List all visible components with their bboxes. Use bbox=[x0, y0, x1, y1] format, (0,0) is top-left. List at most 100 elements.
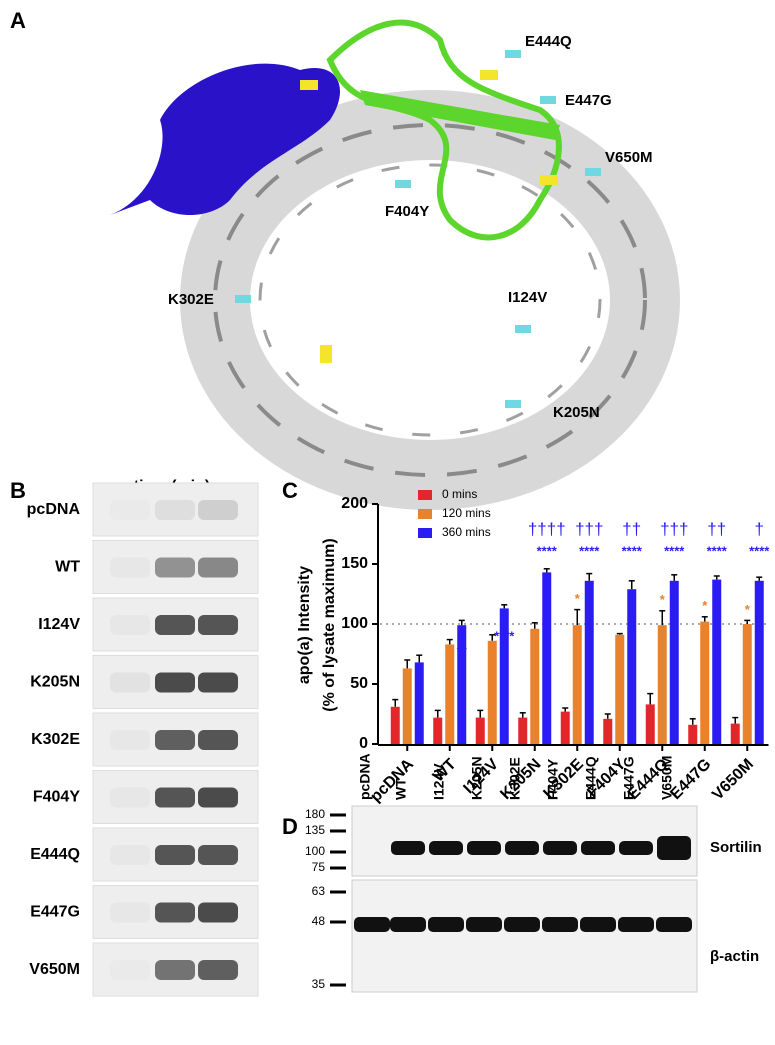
bar bbox=[475, 717, 485, 744]
propeller-blades bbox=[213, 123, 647, 477]
y-axis-label: apo(a) Intensity bbox=[296, 566, 313, 684]
significance-star: ** bbox=[457, 643, 468, 658]
gel-band bbox=[155, 615, 195, 635]
lane-label: WT bbox=[393, 778, 409, 800]
legend-label: 120 mins bbox=[442, 506, 491, 520]
significance-star: **** bbox=[749, 543, 770, 558]
green-domain bbox=[326, 19, 562, 241]
bar bbox=[445, 644, 455, 744]
row-label: pcDNA bbox=[27, 501, 81, 518]
gel-band bbox=[110, 845, 150, 865]
bar bbox=[457, 625, 467, 744]
mutation-label: E447G bbox=[565, 92, 612, 109]
significance-star: * bbox=[702, 598, 708, 613]
marker-label: 35 bbox=[312, 977, 326, 991]
significance-dagger: †† bbox=[622, 519, 641, 538]
lane-label: V650M bbox=[659, 756, 675, 800]
marker-label: 63 bbox=[312, 884, 326, 898]
gel-band bbox=[155, 902, 195, 923]
gel-band bbox=[155, 672, 195, 693]
gel-band bbox=[155, 500, 195, 520]
bar bbox=[615, 634, 625, 744]
sortilin-band bbox=[619, 841, 653, 855]
bar bbox=[542, 572, 552, 744]
bar bbox=[669, 580, 679, 744]
lane-label: K302E bbox=[507, 757, 523, 800]
actin-band bbox=[354, 917, 390, 932]
actin-band bbox=[656, 917, 692, 932]
sortilin-band bbox=[429, 841, 463, 855]
y-tick-label: 200 bbox=[341, 495, 368, 512]
bar bbox=[487, 640, 497, 744]
disulfide bbox=[480, 70, 498, 80]
significance-star: * bbox=[660, 592, 666, 607]
disulfide bbox=[320, 345, 332, 363]
gel-band bbox=[198, 845, 238, 865]
actin-band bbox=[504, 917, 540, 932]
gel-band bbox=[110, 558, 150, 578]
site bbox=[395, 180, 411, 188]
lane-label: pcDNA bbox=[357, 753, 373, 800]
gel-band bbox=[155, 960, 195, 980]
mutation-label: K205N bbox=[553, 404, 600, 421]
gel-band bbox=[198, 902, 238, 923]
site bbox=[540, 96, 556, 104]
row-label: E444Q bbox=[30, 846, 80, 863]
site bbox=[515, 325, 531, 333]
significance-dagger: †††† bbox=[528, 519, 566, 538]
bar bbox=[688, 724, 698, 744]
gel-band bbox=[155, 557, 195, 578]
actin-band bbox=[618, 917, 654, 932]
panel-label: B bbox=[10, 478, 26, 503]
gel-band bbox=[198, 615, 238, 635]
gel-band bbox=[110, 903, 150, 923]
marker-label: 180 bbox=[305, 807, 325, 821]
sortilin-band bbox=[467, 841, 501, 855]
lane-label: E447G bbox=[621, 756, 637, 800]
sortilin-band bbox=[391, 841, 425, 855]
band-label: β-actin bbox=[710, 948, 759, 965]
gel-band bbox=[110, 960, 150, 980]
bar bbox=[627, 589, 637, 744]
sortilin-band bbox=[543, 841, 577, 855]
gel-band bbox=[155, 787, 195, 808]
bar bbox=[730, 723, 740, 744]
bar bbox=[645, 704, 655, 744]
bar bbox=[657, 625, 667, 744]
mutation-label: V650M bbox=[605, 149, 653, 166]
bar bbox=[499, 608, 509, 744]
gel-band bbox=[110, 788, 150, 808]
mutation-label: E444Q bbox=[525, 33, 572, 50]
band-label: Sortilin bbox=[710, 839, 762, 856]
bar bbox=[560, 711, 570, 744]
protein-structure bbox=[110, 19, 680, 510]
actin-band bbox=[428, 917, 464, 932]
bar bbox=[572, 625, 582, 744]
gel-band bbox=[110, 672, 150, 693]
row-label: I124V bbox=[38, 616, 80, 633]
lane-label: K205N bbox=[469, 756, 485, 800]
lane-label: E444Q bbox=[583, 756, 599, 800]
mutation-sites bbox=[235, 50, 601, 408]
significance-dagger: †† bbox=[707, 519, 726, 538]
marker-label: 100 bbox=[305, 844, 325, 858]
bar bbox=[433, 717, 443, 744]
x-tick-label: V650M bbox=[709, 756, 757, 804]
significance-star: **** bbox=[494, 628, 515, 643]
row-label: K302E bbox=[31, 731, 80, 748]
site bbox=[585, 168, 601, 176]
actin-band bbox=[542, 917, 578, 932]
legend-label: 360 mins bbox=[442, 525, 491, 539]
y-tick-label: 50 bbox=[350, 675, 368, 692]
significance-dagger: ††† bbox=[660, 519, 688, 538]
blot-bottom bbox=[351, 879, 698, 993]
gel-band bbox=[110, 500, 150, 520]
row-label: K205N bbox=[30, 674, 80, 691]
gel-band bbox=[110, 730, 150, 750]
gel-band bbox=[198, 500, 238, 520]
blue-domain bbox=[110, 63, 340, 216]
legend-label: 0 mins bbox=[442, 487, 477, 501]
gel-box bbox=[92, 482, 259, 537]
bar bbox=[754, 580, 764, 744]
legend-swatch bbox=[418, 528, 432, 538]
